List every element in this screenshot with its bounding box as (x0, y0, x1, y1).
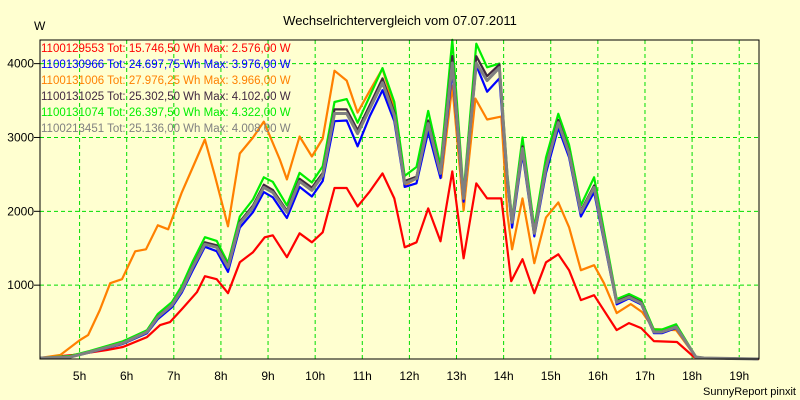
chart-title: Wechselrichtervergleich vom 07.07.2011 (283, 13, 517, 28)
series-line-1100131074 (39, 38, 759, 361)
x-tick-label: 15h (541, 369, 561, 383)
legend-entry-1100131006: 1100131006 Tot: 27.976,25 Wh Max: 3.966,… (41, 75, 291, 87)
x-tick-label: 19h (729, 369, 749, 383)
y-tick-label: 1000 (7, 278, 34, 292)
plot-frame (39, 39, 760, 360)
x-tick-label: 5h (73, 369, 86, 383)
x-tick-label: 16h (588, 369, 608, 383)
x-tick-label: 8h (214, 369, 227, 383)
x-tick-label: 9h (261, 369, 274, 383)
y-tick-label: 4000 (7, 57, 34, 71)
x-tick-label: 14h (494, 369, 514, 383)
axis-ticks: 5h 6h 7h 8h 9h 10h 11h 12h 13h 14h 15h 16h 17h 18h 19h… (7, 57, 749, 383)
legend-entry-1100213451: 1100213451 Tot: 25.136,00 Wh Max: 4.008,… (41, 123, 291, 135)
grid-lines (40, 40, 759, 359)
legend: 1100129553 Tot: 15.746,50 Wh Max: 2.576,… (41, 43, 291, 135)
y-axis-unit-label: W (34, 19, 46, 33)
legend-entry-1100129553: 1100129553 Tot: 15.746,50 Wh Max: 2.576,… (41, 43, 291, 55)
x-tick-label: 18h (682, 369, 702, 383)
series-line-1100129553 (39, 170, 760, 361)
x-tick-label: 7h (167, 369, 180, 383)
x-tick-label: 13h (446, 369, 466, 383)
series-line-1100213451 (39, 61, 759, 361)
footer-credit: SunnyReport pinxit (703, 386, 796, 398)
y-tick-label: 3000 (7, 130, 34, 144)
legend-entry-1100130966: 1100130966 Tot: 24.697,75 Wh Max: 3.976,… (41, 59, 291, 71)
x-tick-label: 11h (353, 369, 372, 383)
x-tick-label: 6h (120, 369, 133, 383)
x-tick-label: 12h (399, 369, 419, 383)
y-tick-label: 2000 (7, 204, 34, 218)
x-tick-label: 10h (305, 369, 325, 383)
legend-entry-1100131074: 1100131074 Tot: 26.397,50 Wh Max: 4.322,… (41, 107, 291, 119)
legend-entry-1100131025: 1100131025 Tot: 25.302,50 Wh Max: 4.102,… (41, 91, 291, 103)
series-lines (39, 38, 760, 361)
x-tick-label: 17h (635, 369, 655, 383)
